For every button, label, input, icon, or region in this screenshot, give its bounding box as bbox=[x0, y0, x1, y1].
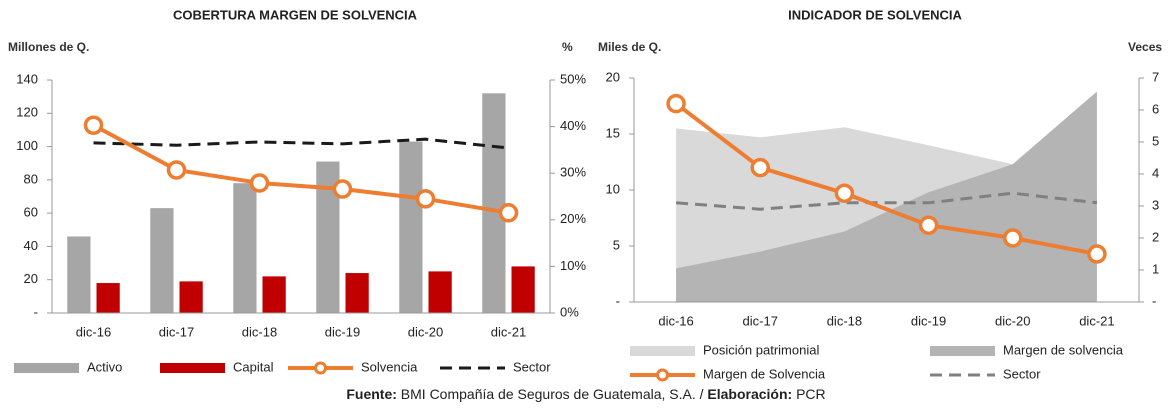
y2-tick-label: 3 bbox=[1152, 197, 1159, 212]
bar bbox=[511, 266, 535, 313]
legend-swatch bbox=[930, 346, 995, 356]
y2-tick-label: 7 bbox=[1152, 69, 1159, 84]
marker bbox=[498, 203, 519, 223]
y-tick-label: 80 bbox=[24, 171, 38, 186]
legend-label: Capital bbox=[233, 359, 274, 374]
x-tick-label: dic-21 bbox=[1079, 313, 1114, 328]
x-tick-label: dic-18 bbox=[827, 313, 862, 328]
footer: Fuente: BMI Compañía de Seguros de Guate… bbox=[0, 386, 1172, 402]
y-tick-label: 60 bbox=[24, 205, 38, 220]
legend-swatch bbox=[160, 363, 225, 373]
y2-tick-label: 6 bbox=[1152, 101, 1159, 116]
y2-tick-label: 20% bbox=[560, 211, 586, 226]
y-tick-label: 10 bbox=[606, 181, 620, 196]
y-tick-label: 5 bbox=[613, 237, 620, 252]
y-tick-label: - bbox=[616, 293, 620, 308]
legend-swatch bbox=[14, 363, 79, 373]
y2-tick-label: 0% bbox=[560, 304, 579, 319]
y-tick-label: 20 bbox=[24, 271, 38, 286]
y2-axis-label: Veces bbox=[1128, 40, 1162, 54]
bar bbox=[179, 281, 203, 313]
legend-label: Activo bbox=[87, 359, 122, 374]
y2-tick-label: 10% bbox=[560, 258, 586, 273]
y2-tick-label: 2 bbox=[1152, 229, 1159, 244]
marker bbox=[415, 189, 436, 209]
legend-marker bbox=[314, 361, 327, 375]
area bbox=[676, 91, 1097, 302]
y2-axis-label: % bbox=[562, 40, 573, 54]
x-tick-label: dic-20 bbox=[995, 313, 1030, 328]
bar bbox=[262, 276, 286, 313]
marker bbox=[1003, 228, 1023, 248]
y-tick-label: 40 bbox=[24, 238, 38, 253]
x-tick-label: dic-17 bbox=[743, 313, 778, 328]
marker bbox=[750, 157, 770, 178]
x-tick-label: dic-18 bbox=[242, 324, 277, 339]
source-label: Fuente: bbox=[346, 386, 397, 402]
x-tick-label: dic-20 bbox=[408, 324, 443, 339]
bar bbox=[482, 93, 506, 313]
y2-tick-label: 40% bbox=[560, 118, 586, 133]
bar bbox=[67, 236, 91, 313]
y2-tick-label: 50% bbox=[560, 71, 586, 86]
author-label: Elaboración: bbox=[707, 386, 793, 402]
bar bbox=[316, 161, 340, 313]
source: BMI Compañía de Seguros de Guatemala, S.… bbox=[396, 386, 708, 402]
author: PCR bbox=[792, 386, 826, 402]
y2-tick-label: 4 bbox=[1152, 165, 1159, 180]
y-tick-label: - bbox=[34, 304, 38, 319]
chart-title: INDICADOR DE SOLVENCIA bbox=[788, 7, 962, 22]
y-tick-label: 20 bbox=[606, 69, 620, 84]
line bbox=[675, 191, 1098, 211]
y-tick-label: 100 bbox=[16, 138, 38, 153]
y2-tick-label: 1 bbox=[1152, 261, 1159, 276]
x-tick-label: dic-19 bbox=[911, 313, 946, 328]
chart-title: COBERTURA MARGEN DE SOLVENCIA bbox=[173, 7, 418, 22]
marker bbox=[166, 160, 187, 180]
x-tick-label: dic-16 bbox=[76, 324, 111, 339]
legend-label: Margen de Solvencia bbox=[703, 366, 826, 381]
legend-marker bbox=[656, 368, 669, 382]
x-tick-label: dic-17 bbox=[159, 324, 194, 339]
bar bbox=[150, 208, 174, 313]
y-axis-label: Millones de Q. bbox=[8, 40, 89, 54]
x-tick-label: dic-21 bbox=[491, 324, 526, 339]
marker bbox=[249, 173, 270, 193]
legend-label: Solvencia bbox=[361, 359, 418, 374]
chart: COBERTURA MARGEN DE SOLVENCIA Millones de… bbox=[8, 7, 586, 375]
marker bbox=[83, 115, 104, 135]
line bbox=[674, 102, 1098, 256]
bar bbox=[428, 271, 452, 313]
y-tick-label: 15 bbox=[606, 125, 620, 140]
y-axis-label: Miles de Q. bbox=[598, 40, 661, 54]
legend-swatch bbox=[630, 346, 695, 356]
legend-label: Sector bbox=[1003, 366, 1041, 381]
marker bbox=[666, 93, 686, 114]
line bbox=[92, 123, 509, 215]
y2-tick-label: 30% bbox=[560, 165, 586, 180]
bar bbox=[233, 183, 257, 313]
y2-tick-label: - bbox=[1152, 293, 1156, 308]
bar bbox=[399, 141, 423, 313]
marker bbox=[1087, 244, 1107, 264]
marker bbox=[332, 179, 353, 199]
legend-label: Posición patrimonial bbox=[703, 342, 819, 357]
chart: INDICADOR DE SOLVENCIA Miles de Q. Veces - 5… bbox=[598, 7, 1162, 382]
legend-label: Margen de solvencia bbox=[1003, 342, 1124, 357]
bar bbox=[96, 283, 120, 313]
marker bbox=[834, 183, 855, 203]
line bbox=[93, 137, 509, 150]
y-tick-label: 140 bbox=[16, 71, 38, 86]
x-tick-label: dic-19 bbox=[325, 324, 360, 339]
legend-label: Sector bbox=[513, 359, 551, 374]
bar bbox=[345, 273, 369, 313]
y-tick-label: 120 bbox=[16, 105, 38, 120]
marker bbox=[918, 215, 939, 235]
x-tick-label: dic-16 bbox=[658, 313, 693, 328]
y2-tick-label: 5 bbox=[1152, 133, 1159, 148]
